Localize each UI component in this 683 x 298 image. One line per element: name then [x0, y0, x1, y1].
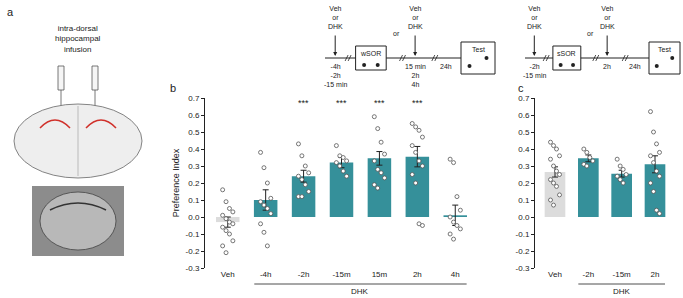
svg-text:2h: 2h [651, 270, 660, 279]
svg-text:24h: 24h [629, 63, 641, 70]
svg-text:or: or [393, 30, 400, 37]
svg-text:0.3: 0.3 [518, 162, 530, 171]
svg-text:0.4: 0.4 [518, 145, 530, 154]
svg-text:sSOR: sSOR [557, 50, 576, 57]
svg-text:wSOR: wSOR [360, 50, 381, 57]
svg-text:0.2: 0.2 [188, 179, 200, 188]
svg-text:0.4: 0.4 [188, 145, 200, 154]
svg-text:DHK: DHK [351, 287, 369, 296]
svg-text:VehorDHK: VehorDHK [408, 5, 423, 30]
svg-text:0.3: 0.3 [188, 162, 200, 171]
svg-text:***: *** [298, 98, 309, 108]
svg-text:-0.2: -0.2 [186, 247, 200, 256]
svg-text:0.0: 0.0 [188, 213, 200, 222]
svg-text:-0.2: -0.2 [516, 247, 530, 256]
svg-text:-4h: -4h [260, 270, 272, 279]
svg-text:b: b [170, 82, 176, 94]
svg-text:-0.3: -0.3 [516, 264, 530, 273]
svg-text:0.1: 0.1 [188, 196, 200, 205]
svg-text:Veh: Veh [548, 270, 562, 279]
svg-text:0.2: 0.2 [518, 179, 530, 188]
svg-text:-0.3: -0.3 [186, 264, 200, 273]
svg-text:2h: 2h [603, 63, 611, 70]
svg-text:2h: 2h [413, 270, 422, 279]
svg-text:15 min2h4h: 15 min2h4h [405, 63, 426, 88]
svg-text:Test: Test [472, 46, 485, 53]
svg-text:24h: 24h [440, 63, 452, 70]
svg-text:0.7: 0.7 [518, 94, 530, 103]
svg-text:Preference Index: Preference Index [171, 148, 181, 217]
svg-text:Veh: Veh [221, 270, 235, 279]
svg-text:a: a [7, 6, 14, 18]
svg-text:0.6: 0.6 [518, 111, 530, 120]
svg-text:-15m: -15m [332, 270, 351, 279]
svg-text:4h: 4h [451, 270, 460, 279]
svg-text:-15m: -15m [613, 270, 632, 279]
svg-text:-0.1: -0.1 [186, 230, 200, 239]
svg-text:-2h: -2h [583, 270, 595, 279]
svg-text:0.7: 0.7 [188, 94, 200, 103]
svg-text:0.1: 0.1 [518, 196, 530, 205]
svg-text:c: c [518, 82, 524, 94]
svg-text:-0.1: -0.1 [516, 230, 530, 239]
svg-text:VehorDHK: VehorDHK [328, 5, 343, 30]
svg-text:-2h-15 min: -2h-15 min [523, 63, 546, 79]
svg-text:***: *** [374, 98, 385, 108]
svg-text:intra-dorsalhippocampalinfusio: intra-dorsalhippocampalinfusion [55, 24, 101, 54]
svg-text:-2h: -2h [298, 270, 310, 279]
svg-text:-4h-2h-15 min: -4h-2h-15 min [324, 63, 347, 88]
svg-text:15m: 15m [372, 270, 388, 279]
svg-text:0.6: 0.6 [188, 111, 200, 120]
svg-text:***: *** [336, 98, 347, 108]
svg-text:0.5: 0.5 [188, 128, 200, 137]
svg-text:0.5: 0.5 [518, 128, 530, 137]
svg-text:***: *** [412, 98, 423, 108]
svg-text:VehorDHK: VehorDHK [600, 5, 615, 30]
svg-text:DHK: DHK [613, 287, 631, 296]
svg-text:Test: Test [658, 46, 671, 53]
svg-text:0.0: 0.0 [518, 213, 530, 222]
svg-text:or: or [587, 30, 594, 37]
svg-text:VehorDHK: VehorDHK [527, 5, 542, 30]
